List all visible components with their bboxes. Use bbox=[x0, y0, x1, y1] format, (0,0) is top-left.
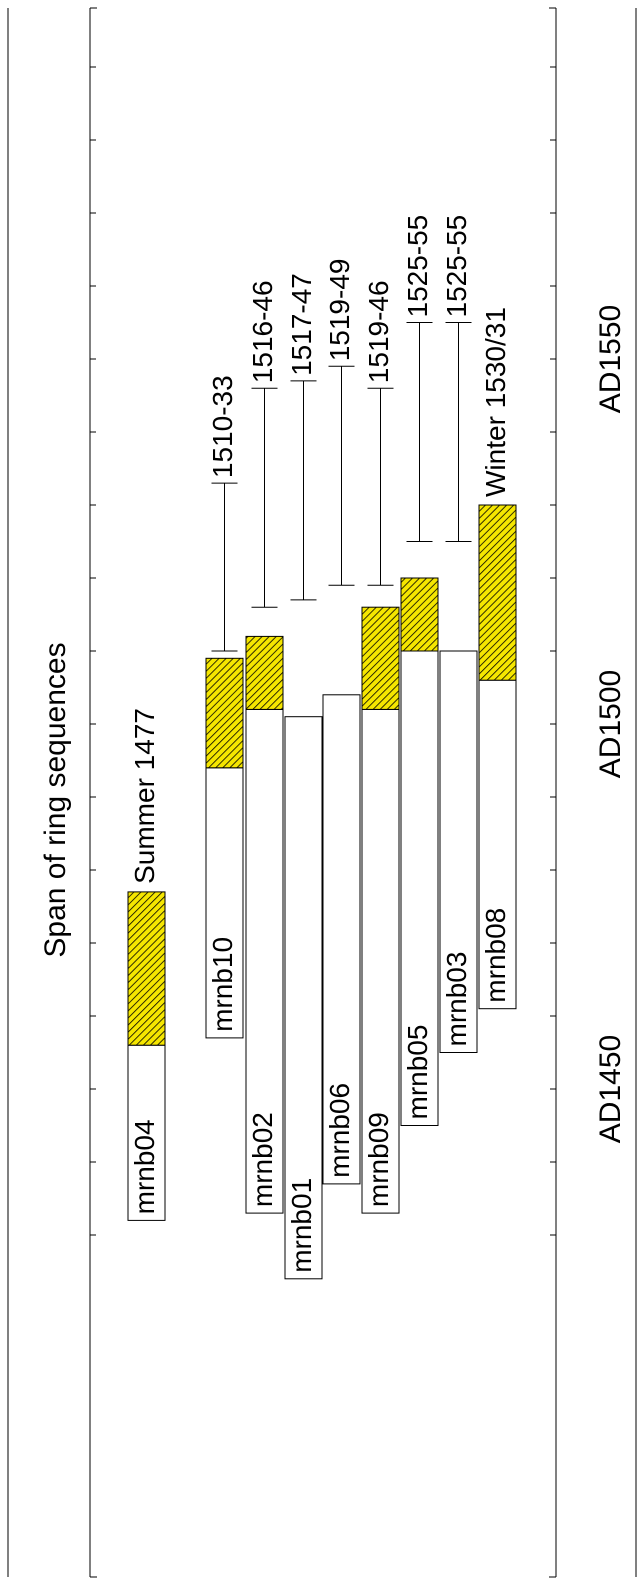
heartwood-bar bbox=[284, 716, 323, 1280]
sapwood-bar bbox=[361, 606, 400, 710]
estimate-label: 1516-46 bbox=[247, 280, 278, 383]
series-mrnb03 bbox=[439, 322, 478, 1053]
sapwood-bar bbox=[127, 891, 166, 1046]
series-label: mrnb05 bbox=[402, 1025, 433, 1120]
series-label: mrnb06 bbox=[324, 1083, 355, 1178]
heartwood-bar bbox=[245, 708, 284, 1214]
series-mrnb10 bbox=[205, 482, 244, 1039]
bars bbox=[127, 322, 517, 1280]
axis-tick-label: AD1450 bbox=[594, 1035, 627, 1143]
annotation-label: Summer 1477 bbox=[129, 708, 160, 884]
heartwood-bar bbox=[478, 679, 517, 1010]
estimate-label: 1519-49 bbox=[324, 259, 355, 362]
axis-tick-label: AD1550 bbox=[594, 305, 627, 413]
series-mrnb04 bbox=[127, 891, 166, 1221]
series-mrnb05 bbox=[400, 322, 439, 1126]
estimate-label: 1525-55 bbox=[441, 215, 472, 318]
series-mrnb02 bbox=[245, 387, 284, 1214]
sapwood-bar bbox=[205, 657, 244, 769]
sapwood-bar bbox=[245, 635, 284, 710]
series-label: mrnb08 bbox=[480, 908, 511, 1003]
series-mrnb01 bbox=[284, 380, 323, 1280]
series-mrnb09 bbox=[361, 387, 400, 1214]
sapwood-bar bbox=[478, 504, 517, 681]
heartwood-bar bbox=[322, 694, 361, 1185]
estimate-label: 1525-55 bbox=[402, 215, 433, 318]
series-label: mrnb10 bbox=[207, 937, 238, 1032]
estimate-label: 1519-46 bbox=[363, 280, 394, 383]
heartwood-bar bbox=[439, 650, 478, 1053]
axis-tick-label: AD1500 bbox=[594, 670, 627, 778]
estimate-label: 1517-47 bbox=[286, 273, 317, 376]
annotation-label: Winter 1530/31 bbox=[480, 307, 511, 497]
series-label: mrnb02 bbox=[247, 1112, 278, 1207]
heartwood-bar bbox=[400, 650, 439, 1126]
axes bbox=[7, 7, 637, 1578]
series-label: mrnb09 bbox=[363, 1112, 394, 1207]
sapwood-bar bbox=[400, 577, 439, 652]
series-mrnb08 bbox=[478, 504, 517, 1010]
labels: AD1450 AD1500 AD1550 Span of ring sequences… bbox=[39, 215, 627, 1273]
heartwood-bar bbox=[361, 708, 400, 1214]
series-label: mrnb04 bbox=[129, 1119, 160, 1214]
heartwood-bar bbox=[205, 767, 244, 1039]
estimate-label: 1510-33 bbox=[207, 375, 238, 478]
series-label: mrnb03 bbox=[441, 952, 472, 1047]
series-label: mrnb01 bbox=[286, 1178, 317, 1273]
chart-title: Span of ring sequences bbox=[39, 642, 72, 957]
series-mrnb06 bbox=[322, 365, 361, 1185]
